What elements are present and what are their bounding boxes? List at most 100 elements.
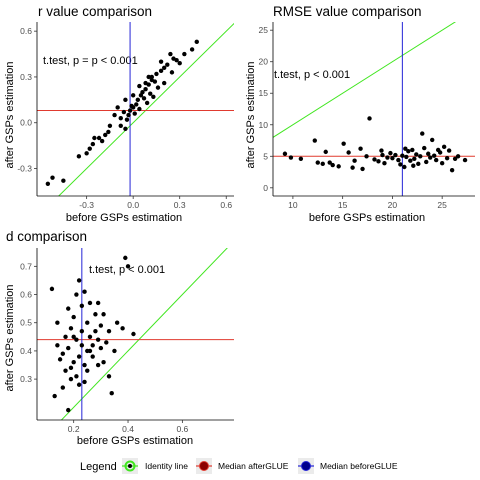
data-point xyxy=(63,368,67,372)
data-point xyxy=(134,102,138,106)
data-point xyxy=(126,113,130,117)
data-point xyxy=(168,52,172,56)
data-point xyxy=(289,155,293,159)
data-point xyxy=(122,110,126,114)
data-point xyxy=(92,136,96,140)
data-point xyxy=(123,98,127,102)
data-point xyxy=(104,340,108,344)
data-point xyxy=(55,343,59,347)
data-point xyxy=(71,360,75,364)
data-point xyxy=(154,72,158,76)
y-tick-label: 0.6 xyxy=(20,26,32,36)
data-point xyxy=(358,147,362,151)
data-point xyxy=(411,164,415,168)
data-point xyxy=(416,162,420,166)
data-point xyxy=(430,138,434,142)
data-point xyxy=(165,63,169,67)
data-point xyxy=(398,162,402,166)
data-point xyxy=(131,93,135,97)
data-point xyxy=(403,147,407,151)
data-point xyxy=(71,335,75,339)
data-point xyxy=(91,142,95,146)
data-point xyxy=(283,152,287,156)
data-point xyxy=(82,363,86,367)
data-point xyxy=(74,374,78,378)
data-point xyxy=(77,354,81,358)
data-point xyxy=(463,158,467,162)
data-point xyxy=(442,145,446,149)
data-point xyxy=(404,155,408,159)
data-point xyxy=(408,158,412,162)
data-point xyxy=(447,148,451,152)
data-point xyxy=(382,161,386,165)
data-point xyxy=(151,95,155,99)
data-point xyxy=(324,150,328,154)
x-tick-label: 10 xyxy=(288,200,298,210)
data-point xyxy=(380,153,384,157)
data-point xyxy=(69,366,73,370)
data-point xyxy=(58,357,62,361)
data-point xyxy=(385,155,389,159)
data-point xyxy=(115,105,119,109)
data-point xyxy=(410,148,414,152)
data-point xyxy=(143,81,147,85)
y-axis-label: after GSPs estimation xyxy=(4,285,16,392)
data-point xyxy=(178,61,182,65)
data-point xyxy=(360,167,364,171)
y-tick-label: -0.3 xyxy=(17,164,32,174)
data-point xyxy=(352,158,356,162)
y-tick-label: 10 xyxy=(259,120,269,130)
data-point xyxy=(440,161,444,165)
panel-annotation: t.test, p < 0.001 xyxy=(274,69,350,81)
data-point xyxy=(123,256,127,260)
y-tick-label: 0.4 xyxy=(20,346,32,356)
data-point xyxy=(143,87,147,91)
x-tick-label: 0.4 xyxy=(122,424,134,434)
data-point xyxy=(137,107,141,111)
data-point xyxy=(71,315,75,319)
data-point xyxy=(66,408,70,412)
y-tick-label: 20 xyxy=(259,57,269,67)
data-point xyxy=(52,394,56,398)
data-point xyxy=(77,278,81,282)
x-tick-label: -0.3 xyxy=(79,200,94,210)
data-point xyxy=(69,326,73,330)
legend-item-median-before: Median beforeGLUE xyxy=(298,458,398,474)
y-tick-label: 15 xyxy=(259,88,269,98)
data-point xyxy=(107,329,111,333)
data-point xyxy=(414,152,418,156)
legend-label: Median afterGLUE xyxy=(218,461,289,471)
data-point xyxy=(162,81,166,85)
data-point xyxy=(367,116,371,120)
data-point xyxy=(119,116,123,120)
data-point xyxy=(350,165,354,169)
data-point xyxy=(438,150,442,154)
panel-annotation: t.test, p = p < 0.001 xyxy=(43,55,138,67)
data-point xyxy=(80,343,84,347)
data-point xyxy=(88,335,92,339)
data-point xyxy=(418,154,422,158)
x-tick-label: 0.6 xyxy=(176,424,188,434)
data-point xyxy=(82,290,86,294)
panel-title: r value comparison xyxy=(38,4,152,19)
data-point xyxy=(428,155,432,159)
data-point xyxy=(422,146,426,150)
data-point xyxy=(170,70,174,74)
data-point xyxy=(346,150,350,154)
data-point xyxy=(133,111,137,115)
legend-item-median-after: Median afterGLUE xyxy=(196,458,289,474)
x-axis-label: before GSPs estimation xyxy=(77,435,193,447)
data-point xyxy=(137,84,141,88)
y-axis-label: after GSPs estimation xyxy=(245,62,257,169)
data-point xyxy=(450,168,454,172)
data-point xyxy=(445,156,449,160)
data-point xyxy=(80,329,84,333)
data-point xyxy=(80,304,84,308)
data-point xyxy=(77,154,81,158)
data-point xyxy=(88,146,92,150)
data-point xyxy=(85,321,89,325)
data-point xyxy=(74,292,78,296)
y-tick-label: 0.3 xyxy=(20,72,32,82)
data-point xyxy=(85,368,89,372)
